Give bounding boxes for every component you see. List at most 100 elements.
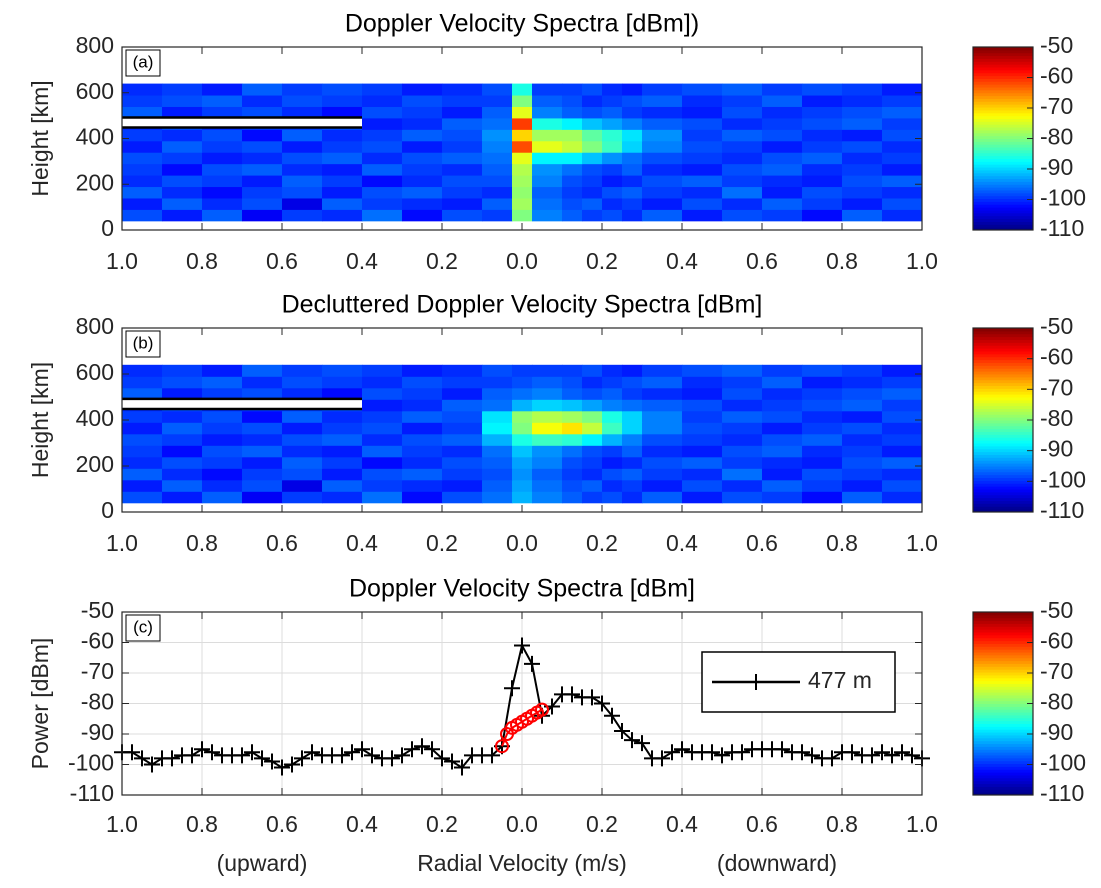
- colorbar-band: [973, 152, 1033, 157]
- colorbar-band: [973, 115, 1033, 119]
- point-marker: [344, 744, 360, 761]
- heatmap-cell: [242, 152, 283, 165]
- heatmap-cell: [512, 83, 533, 96]
- heatmap-cell: [842, 433, 883, 446]
- colorbar-band: [973, 169, 1033, 174]
- point-marker: [674, 741, 690, 758]
- colorbar-band: [973, 706, 1033, 710]
- heatmap-cell: [882, 129, 923, 142]
- heatmap-cell: [162, 491, 203, 504]
- heatmap-cell: [582, 197, 603, 210]
- heatmap-cell: [442, 479, 483, 492]
- heatmap-cell: [582, 152, 603, 165]
- colorbar-band: [973, 448, 1033, 453]
- point-marker: [234, 747, 250, 764]
- heatmap-cell: [802, 140, 843, 153]
- colorbar-band: [973, 187, 1033, 191]
- heatmap-cell: [402, 106, 443, 119]
- colorbar-band: [973, 399, 1033, 404]
- heatmap-cell: [202, 491, 243, 504]
- colorbar-band: [973, 405, 1033, 409]
- heatmap-cell: [512, 197, 533, 210]
- colorbar-band: [973, 700, 1033, 704]
- heatmap-cell: [842, 410, 883, 423]
- heatmap-cell: [442, 163, 483, 176]
- heatmap-cell: [402, 445, 443, 458]
- point-marker: [434, 750, 450, 767]
- point-marker: [594, 695, 610, 712]
- colorbar-band: [973, 789, 1033, 793]
- heatmap-cell: [162, 175, 203, 188]
- heatmap-cell: [582, 186, 603, 199]
- heatmap-cell: [622, 129, 643, 142]
- colorbar-band: [973, 437, 1033, 441]
- heatmap-cell: [482, 209, 513, 222]
- point-marker: [124, 744, 140, 761]
- heatmap-cell: [642, 422, 683, 435]
- heatmap-cell: [282, 376, 323, 389]
- heatmap-cell: [582, 140, 603, 153]
- heatmap-cell: [582, 364, 603, 377]
- colorbar-band: [973, 471, 1033, 476]
- colorbar-tick-label: -50: [1040, 597, 1073, 623]
- heatmap-cell: [802, 106, 843, 119]
- heatmap-cell: [202, 163, 243, 176]
- colorbar-band: [973, 379, 1033, 384]
- heatmap-cell: [322, 422, 363, 435]
- heatmap-cell: [602, 95, 623, 107]
- colorbar-band: [973, 353, 1033, 358]
- colorbar-band: [973, 646, 1033, 650]
- heatmap-cell: [722, 186, 763, 199]
- colorbar-band: [973, 382, 1033, 386]
- heatmap-cell: [562, 209, 583, 222]
- point-marker: [904, 747, 920, 764]
- x-tick-label: 0.4: [666, 530, 698, 556]
- heatmap-cell: [842, 456, 883, 469]
- heatmap-cell: [842, 197, 883, 210]
- heatmap-cell: [762, 433, 803, 446]
- colorbar-band: [973, 623, 1033, 627]
- heatmap-cell: [242, 387, 283, 400]
- heatmap-cell: [562, 376, 583, 389]
- heatmap-cell: [242, 410, 283, 423]
- heatmap-cell: [582, 95, 603, 107]
- colorbar-band: [973, 161, 1033, 165]
- heatmap-cell: [532, 376, 563, 389]
- legend-label: 477 m: [808, 667, 872, 693]
- heatmap-cell: [602, 433, 623, 446]
- heatmap-cell: [202, 387, 243, 400]
- heatmap-cell: [362, 197, 403, 210]
- heatmap-cell: [532, 209, 563, 222]
- colorbar-band: [973, 204, 1033, 208]
- heatmap-cell: [802, 479, 843, 492]
- heatmap-cell: [322, 433, 363, 446]
- heatmap-cell: [682, 387, 723, 400]
- heatmap-cell: [402, 422, 443, 435]
- colorbar-band: [973, 772, 1033, 776]
- heatmap-cell: [202, 140, 243, 153]
- heatmap-cell: [642, 175, 683, 188]
- heatmap-cell: [362, 491, 403, 504]
- colorbar-band: [973, 663, 1033, 667]
- colorbar-band: [973, 397, 1033, 401]
- colorbar-band: [973, 697, 1033, 702]
- heatmap-cell: [362, 117, 403, 130]
- heatmap-cell: [722, 433, 763, 446]
- heatmap-cell: [722, 422, 763, 435]
- colorbar-band: [973, 500, 1033, 504]
- heatmap-cell: [482, 445, 513, 458]
- colorbar-band: [973, 414, 1033, 418]
- x-tick-label: 1.0: [106, 811, 138, 837]
- heatmap-cell: [762, 163, 803, 176]
- heatmap-cell: [622, 197, 643, 210]
- colorbar-band: [973, 107, 1033, 111]
- heatmap-cell: [402, 83, 443, 96]
- heatmap-cell: [682, 422, 723, 435]
- heatmap-cell: [362, 422, 403, 435]
- heatmap-cell: [282, 387, 323, 400]
- heatmap-cell: [802, 491, 843, 504]
- y-tick-label: 400: [76, 405, 114, 431]
- colorbar-band: [973, 135, 1033, 139]
- colorbar-band: [973, 374, 1033, 378]
- heatmap-cell: [122, 175, 163, 188]
